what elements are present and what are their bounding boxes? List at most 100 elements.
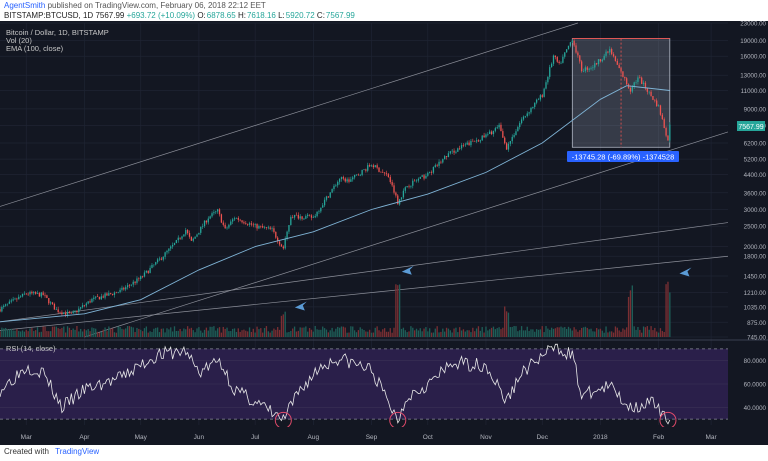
candle-body [434, 165, 436, 167]
volume-bar [263, 328, 266, 337]
volume-bar [179, 328, 181, 337]
volume-bar [46, 331, 48, 337]
volume-bar [155, 327, 157, 337]
candle-body [415, 180, 418, 182]
volume-bar [380, 331, 382, 337]
trendline[interactable] [84, 131, 729, 338]
volume-bar [511, 326, 513, 337]
volume-bar [532, 329, 534, 337]
candle-body [639, 77, 641, 79]
trendline[interactable] [0, 22, 579, 207]
candle-body [612, 54, 615, 57]
candle-body [526, 113, 528, 117]
candle-body [81, 305, 84, 308]
candle-body [145, 270, 148, 273]
volume-bar [158, 332, 161, 337]
rsi-pane[interactable]: 80.0000 60.0000 40.0000 RSI (14, close) [0, 343, 767, 429]
candle-body [648, 91, 650, 93]
candle-body [584, 67, 587, 72]
candle-body [564, 52, 566, 57]
volume-bar [42, 326, 44, 337]
volume-bar [247, 331, 249, 337]
candle-body [278, 241, 281, 245]
volume-bar [661, 330, 663, 337]
volume-bar [98, 332, 101, 337]
candle-body [115, 292, 117, 294]
candle-body [344, 178, 346, 182]
candle-body [629, 87, 632, 92]
measure-box[interactable] [571, 38, 671, 148]
volume-bar [513, 326, 515, 337]
volume-bar [423, 328, 425, 337]
candle-body [489, 131, 491, 135]
measure-rect[interactable] [571, 38, 671, 148]
candle-body [36, 293, 39, 294]
volume-bar [337, 326, 339, 337]
candle-body [312, 217, 314, 218]
time-axis[interactable]: Mar Apr May Jun Jul Aug Sep Oct Nov Dec 2018 Feb Mar [0, 427, 768, 445]
candle-body [196, 234, 198, 237]
candle-body [149, 267, 151, 273]
volume-bar [558, 327, 560, 337]
candle-body [224, 224, 226, 229]
volume-bar [295, 331, 298, 337]
volume-bar [252, 328, 254, 337]
candle-body [383, 172, 386, 174]
candle-body [485, 134, 487, 138]
candle-body [117, 292, 119, 293]
price-chart[interactable]: 23000.00 19000.00 16000.00 13000.00 11000.00… [0, 21, 768, 445]
volume-bar [530, 329, 532, 337]
candle-body [440, 161, 442, 163]
candle-body [318, 211, 320, 212]
candle-body [577, 52, 579, 56]
arrow-markers [294, 265, 692, 311]
y-tick-label: 11000.00 [741, 88, 767, 95]
tradingview-logo[interactable]: TradingView [55, 447, 100, 456]
volume-bar [185, 329, 187, 337]
candle-body [141, 276, 144, 277]
candle-body [554, 55, 557, 58]
candle-body [569, 42, 572, 46]
volume-bar [128, 326, 131, 337]
candle-body [504, 137, 506, 144]
candle-body [40, 292, 42, 297]
candle-body [323, 199, 326, 206]
volume-bar [6, 329, 9, 337]
candle-body [155, 262, 157, 265]
volume-bar [365, 331, 367, 337]
volume-bar [569, 328, 572, 337]
volume-bar [667, 281, 669, 337]
volume-bar [325, 329, 328, 337]
author-link[interactable]: AgentSmith [4, 1, 46, 10]
volume-bar [83, 329, 86, 337]
trendline[interactable] [0, 222, 729, 323]
candle-body [599, 59, 602, 62]
candle-body [273, 228, 275, 232]
candle-body [288, 225, 290, 232]
candle-body [96, 296, 99, 298]
candle-body [247, 224, 249, 225]
volume-bar [483, 332, 485, 337]
candle-body [308, 214, 311, 216]
volume-bar [241, 330, 243, 337]
candle-body [430, 171, 433, 173]
candle-body [455, 151, 457, 153]
trendline[interactable] [0, 255, 729, 331]
price-axis[interactable]: 23000.00 19000.00 16000.00 13000.00 11000.00… [728, 21, 768, 445]
candle-body [284, 238, 286, 249]
volume-bar [622, 328, 624, 337]
candle-body [83, 305, 86, 306]
volume-bar [134, 332, 136, 337]
x-tick-label: Dec [536, 434, 548, 441]
candle-body [241, 220, 243, 223]
volume-bar [254, 332, 256, 337]
candle-body [562, 56, 564, 63]
candle-body [121, 287, 123, 290]
volume-bar [277, 327, 279, 337]
volume-bar [474, 331, 476, 337]
volume-bar [537, 329, 540, 337]
candle-body [297, 214, 299, 219]
volume-bar [639, 329, 641, 337]
candle-body [192, 238, 194, 241]
candle-body [85, 303, 87, 306]
